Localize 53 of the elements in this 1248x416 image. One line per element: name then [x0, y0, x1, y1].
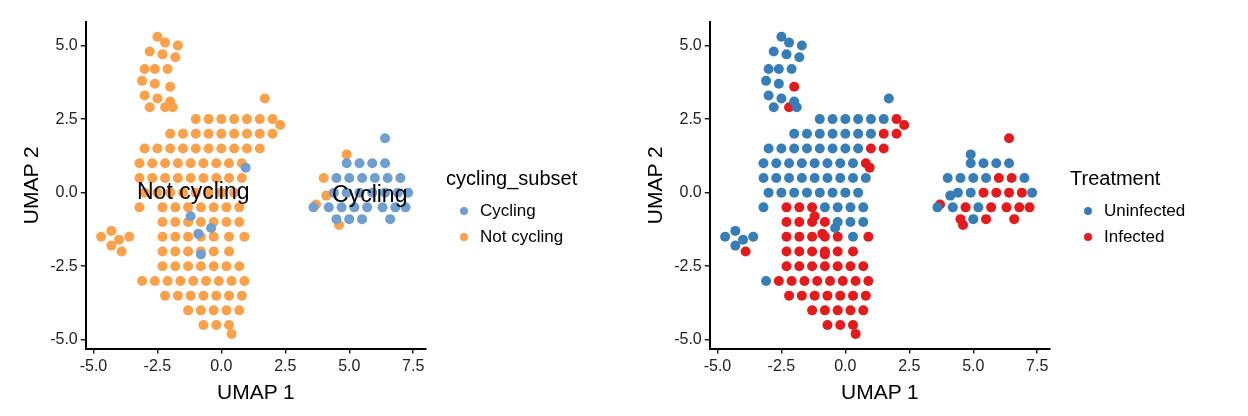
- x-tick-label: 7.5: [402, 356, 425, 374]
- y-tick-label: 5.0: [55, 35, 78, 53]
- legend-label: Uninfected: [1104, 200, 1186, 221]
- y-tick-label: 5.0: [679, 35, 702, 53]
- point: [382, 172, 393, 183]
- point: [341, 158, 352, 169]
- point: [331, 214, 342, 225]
- x-tick-label: 0.0: [834, 356, 857, 374]
- x-tick-label: -5.0: [703, 356, 732, 374]
- y-tick-label: 2.5: [679, 109, 702, 127]
- legend-title: cycling_subset: [446, 166, 578, 190]
- x-tick-label: -2.5: [767, 356, 796, 374]
- x-tick-label: 5.0: [962, 356, 985, 374]
- y-tick-label: 0.0: [55, 183, 78, 201]
- point: [185, 211, 196, 222]
- point: [385, 214, 396, 225]
- y-tick-label: -2.5: [50, 256, 78, 274]
- point: [240, 162, 251, 173]
- x-tick-label: 2.5: [898, 356, 921, 374]
- x-tick-label: -2.5: [143, 356, 172, 374]
- x-tick-label: 5.0: [338, 356, 361, 374]
- y-tick-label: 2.5: [55, 109, 78, 127]
- point: [357, 172, 368, 183]
- legend-label: Infected: [1104, 226, 1165, 247]
- point: [323, 202, 334, 213]
- x-tick-label: 2.5: [274, 356, 297, 374]
- y-axis-title: UMAP 2: [19, 146, 43, 225]
- y-tick-label: -5.0: [50, 330, 78, 348]
- y-tick-label: -5.0: [674, 330, 702, 348]
- point: [344, 172, 355, 183]
- point: [354, 158, 365, 169]
- point: [395, 172, 406, 183]
- y-tick-label: 0.0: [679, 183, 702, 201]
- legend-title: Treatment: [1070, 166, 1162, 190]
- legend-label: Cycling: [480, 200, 536, 221]
- x-tick-label: -5.0: [79, 356, 108, 374]
- legend-label: Not cycling: [480, 226, 564, 247]
- point: [369, 172, 380, 183]
- x-axis-title: UMAP 1: [840, 380, 919, 404]
- point: [206, 222, 217, 233]
- point: [380, 133, 391, 144]
- y-tick-label: -2.5: [674, 256, 702, 274]
- y-axis-title: UMAP 2: [643, 146, 667, 225]
- point: [344, 214, 355, 225]
- x-axis-title: UMAP 1: [216, 380, 295, 404]
- point: [380, 158, 391, 169]
- x-tick-label: 7.5: [1026, 356, 1049, 374]
- point: [331, 172, 342, 183]
- point: [367, 158, 378, 169]
- x-tick-label: 0.0: [210, 356, 233, 374]
- annotation: Not cycling: [136, 178, 250, 204]
- point: [357, 214, 368, 225]
- annotation: Cycling: [332, 180, 408, 207]
